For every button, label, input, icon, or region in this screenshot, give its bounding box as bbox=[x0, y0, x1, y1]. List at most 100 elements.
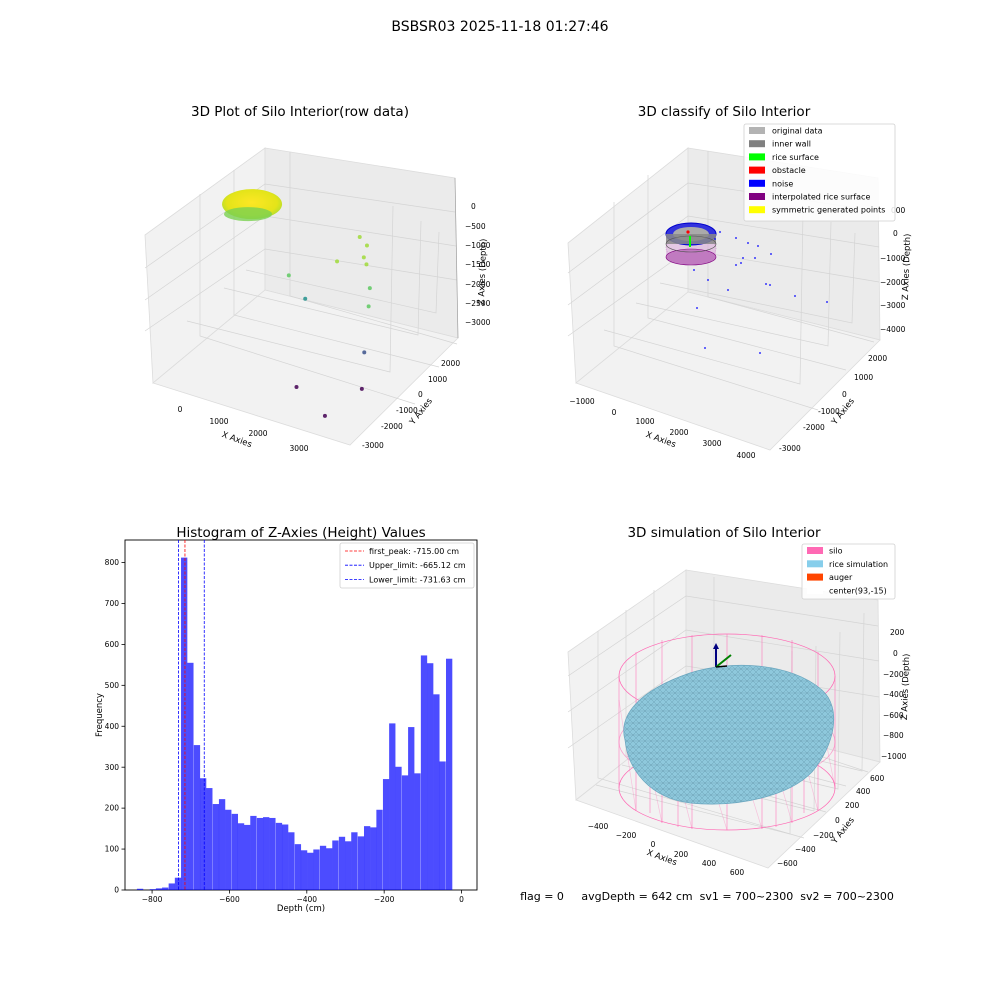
histogram-bar bbox=[193, 745, 201, 890]
histogram-yticks: 0 100 200 300 400 500 600 700 800 bbox=[105, 558, 125, 895]
rice-simulation-surface bbox=[623, 664, 834, 805]
histogram-ylabel: Frequency bbox=[95, 693, 105, 737]
simulation-ytick: 600 bbox=[870, 774, 885, 783]
histogram-bar bbox=[427, 663, 434, 890]
classify-xtick: −1000 bbox=[569, 397, 595, 406]
histogram-ytick-label: 0 bbox=[114, 886, 119, 895]
histogram-bar bbox=[395, 766, 402, 890]
simulation-xtick: −200 bbox=[616, 831, 637, 840]
histogram-xtick-label: 0 bbox=[459, 895, 464, 904]
classify-noise-point bbox=[742, 257, 744, 259]
raw-scatter-point bbox=[361, 255, 366, 260]
raw-scatter-point bbox=[322, 413, 327, 418]
classify-noise-point bbox=[747, 242, 749, 244]
histogram-bar bbox=[181, 557, 188, 890]
classify-ytick: -2000 bbox=[803, 423, 825, 432]
histogram-bar bbox=[382, 779, 390, 890]
classify-noise-point bbox=[754, 257, 756, 259]
classify-noise-point bbox=[696, 307, 698, 309]
classify-ytick: -1000 bbox=[818, 407, 840, 416]
raw-scatter-point bbox=[335, 259, 340, 264]
status-line: flag = 0 avgDepth = 642 cm sv1 = 700~230… bbox=[520, 890, 894, 903]
classify-interpolated-bottom bbox=[665, 248, 717, 266]
simulation-title: 3D simulation of Silo Interior bbox=[627, 525, 821, 541]
histogram-bar bbox=[307, 852, 314, 890]
histogram-xtick-label: −600 bbox=[219, 895, 240, 904]
simulation-zlabel: Z Axies (Depth) bbox=[900, 653, 912, 720]
simulation-ytick: 200 bbox=[845, 801, 860, 810]
raw-scatter-point bbox=[366, 304, 371, 309]
histogram-bar bbox=[357, 836, 365, 890]
histogram-bar bbox=[319, 845, 327, 890]
classify-legend-label: symmetric generated points bbox=[772, 206, 885, 215]
classify-ytick: 1000 bbox=[854, 373, 873, 382]
histogram-bar bbox=[376, 809, 383, 890]
histogram-bar bbox=[351, 832, 358, 890]
raw-scatter-points bbox=[222, 189, 372, 418]
classify-noise-point bbox=[714, 238, 716, 240]
simulation-xtick: 0 bbox=[651, 840, 656, 849]
histogram-bar bbox=[168, 883, 175, 890]
panel-classify: 3D classify of Silo Interior −1000 0 100… bbox=[567, 104, 913, 460]
histogram-bar bbox=[237, 823, 245, 890]
histogram-bar bbox=[174, 877, 182, 890]
classify-legend-label: obstacle bbox=[772, 166, 806, 175]
classify-noise-point bbox=[765, 283, 767, 285]
raw-scatter-point bbox=[286, 273, 291, 278]
raw-ztick: 0 bbox=[471, 202, 476, 211]
simulation-legend-label: rice simulation bbox=[829, 560, 888, 569]
auger-axes-glyph bbox=[713, 643, 732, 668]
raw-scatter-point bbox=[294, 384, 299, 389]
simulation-ztick: −800 bbox=[883, 731, 904, 740]
classify-legend: original data inner wall rice surface obsta… bbox=[743, 123, 896, 222]
raw-scatter-point bbox=[357, 234, 362, 239]
classify-xtick: 0 bbox=[612, 408, 617, 417]
raw-xtick: 2000 bbox=[248, 429, 267, 438]
raw-scatter-point bbox=[367, 286, 372, 291]
simulation-ytick: −400 bbox=[795, 845, 816, 854]
histogram-bar bbox=[332, 840, 339, 890]
simulation-xtick: 200 bbox=[674, 850, 689, 859]
histogram-bar bbox=[199, 778, 207, 890]
raw-scatter-point bbox=[364, 243, 369, 248]
histogram-ytick-label: 500 bbox=[105, 681, 120, 690]
histogram-bar bbox=[433, 694, 440, 890]
histogram-bar bbox=[231, 813, 239, 890]
raw-ztick: −2000 bbox=[465, 280, 491, 289]
histogram-xtick-label: −200 bbox=[374, 895, 395, 904]
histogram-bar bbox=[414, 773, 421, 890]
simulation-xtick: 600 bbox=[730, 868, 745, 877]
classify-obstacle-marker bbox=[686, 230, 690, 234]
raw-ztick: −3000 bbox=[465, 318, 491, 327]
raw-scatter-point bbox=[303, 296, 308, 301]
simulation-legend: silo rice simulation auger center(93,-15) bbox=[801, 543, 896, 600]
histogram-ytick-label: 100 bbox=[105, 845, 120, 854]
simulation-ztick: 200 bbox=[890, 628, 905, 637]
histogram-ytick-label: 600 bbox=[105, 640, 120, 649]
raw-xtick: 3000 bbox=[289, 444, 308, 453]
classify-noise-point bbox=[794, 295, 796, 297]
classify-ticks: −1000 0 1000 2000 3000 4000 -3000 -2000 … bbox=[569, 206, 905, 460]
histogram-bar bbox=[256, 817, 264, 890]
classify-xtick: 3000 bbox=[702, 439, 721, 448]
simulation-xtick: 400 bbox=[702, 859, 717, 868]
histogram-legend-box bbox=[339, 542, 475, 589]
raw-ytick: -3000 bbox=[362, 441, 384, 450]
histogram-bar bbox=[263, 817, 270, 890]
simulation-ytick: 0 bbox=[835, 816, 840, 825]
histogram-ytick-label: 300 bbox=[105, 763, 120, 772]
classify-noise-point bbox=[727, 289, 729, 291]
simulation-legend-box bbox=[801, 543, 896, 600]
histogram-ytick-label: 700 bbox=[105, 599, 120, 608]
raw-ytick: 0 bbox=[418, 390, 423, 399]
simulation-legend-swatch bbox=[807, 586, 823, 594]
classify-noise-point bbox=[707, 279, 709, 281]
histogram-legend-label: Lower_limit: -731.63 cm bbox=[369, 575, 466, 584]
histogram-bar bbox=[244, 824, 251, 890]
raw-zlabel: Z Axies (Depth) bbox=[477, 238, 489, 305]
classify-xtick: 2000 bbox=[669, 428, 688, 437]
histogram-bar bbox=[420, 655, 428, 890]
panel-simulation: 3D simulation of Silo Interior −400 −200… bbox=[567, 525, 912, 877]
classify-legend-label: rice surface bbox=[772, 153, 819, 162]
